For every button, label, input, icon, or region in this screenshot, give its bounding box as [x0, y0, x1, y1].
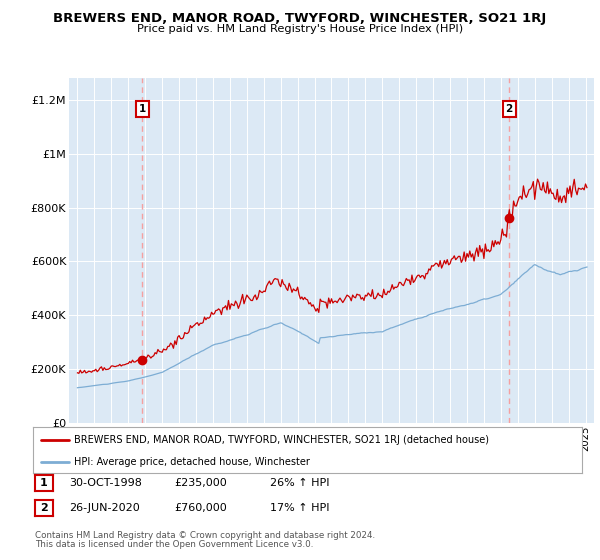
Text: 1: 1	[139, 104, 146, 114]
Text: This data is licensed under the Open Government Licence v3.0.: This data is licensed under the Open Gov…	[35, 540, 313, 549]
Text: £235,000: £235,000	[174, 478, 227, 488]
Text: 17% ↑ HPI: 17% ↑ HPI	[270, 503, 329, 513]
Text: £760,000: £760,000	[174, 503, 227, 513]
Text: 26-JUN-2020: 26-JUN-2020	[69, 503, 140, 513]
Text: Price paid vs. HM Land Registry's House Price Index (HPI): Price paid vs. HM Land Registry's House …	[137, 24, 463, 34]
Text: 26% ↑ HPI: 26% ↑ HPI	[270, 478, 329, 488]
Text: 2: 2	[40, 503, 47, 513]
Text: 30-OCT-1998: 30-OCT-1998	[69, 478, 142, 488]
Text: 1: 1	[40, 478, 47, 488]
Text: 2: 2	[506, 104, 513, 114]
Text: Contains HM Land Registry data © Crown copyright and database right 2024.: Contains HM Land Registry data © Crown c…	[35, 531, 375, 540]
Text: BREWERS END, MANOR ROAD, TWYFORD, WINCHESTER, SO21 1RJ: BREWERS END, MANOR ROAD, TWYFORD, WINCHE…	[53, 12, 547, 25]
Text: HPI: Average price, detached house, Winchester: HPI: Average price, detached house, Winc…	[74, 457, 310, 466]
Text: BREWERS END, MANOR ROAD, TWYFORD, WINCHESTER, SO21 1RJ (detached house): BREWERS END, MANOR ROAD, TWYFORD, WINCHE…	[74, 435, 489, 445]
